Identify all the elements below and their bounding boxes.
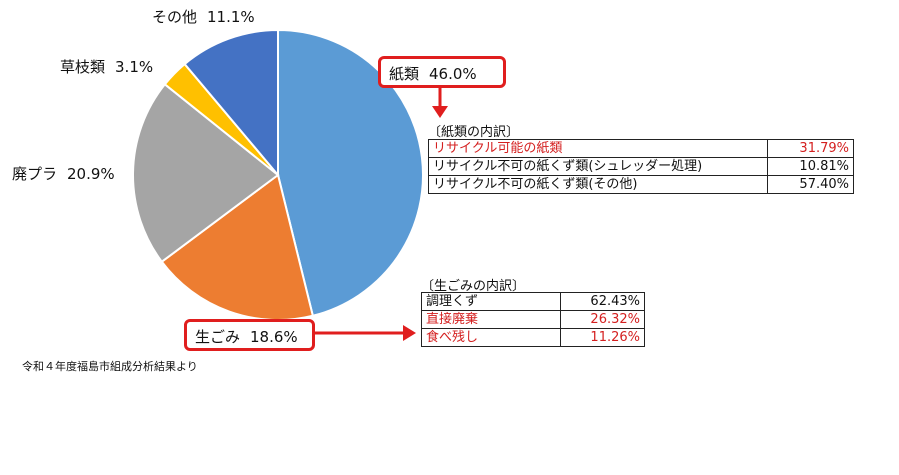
pie-slice-food: [160, 173, 315, 321]
row-value: 11.26%: [560, 328, 645, 347]
pie-slice-plastic: [132, 82, 280, 264]
row-value: 62.43%: [560, 292, 645, 311]
slice-label-other: その他 11.1%: [152, 8, 255, 26]
table-row: 食べ残し 11.26%: [421, 328, 645, 347]
row-label: リサイクル不可の紙くず類(シュレッダー処理): [428, 157, 768, 176]
source-note: 令和４年度福島市組成分析結果より: [22, 360, 198, 373]
table-row: 直接廃棄 26.32%: [421, 310, 645, 329]
food-arrow-head: [403, 325, 416, 341]
slice-label-paper: 紙類 46.0%: [378, 56, 506, 88]
pie-slice-other: [183, 28, 279, 178]
slice-label-plastic: 廃プラ 20.9%: [12, 165, 115, 183]
food-breakdown-title: 〔生ごみの内訳〕: [421, 279, 526, 294]
slice-label-food: 生ごみ 18.6%: [184, 319, 315, 351]
food-breakdown-table: 調理くず 62.43% 直接廃棄 26.32% 食べ残し 11.26%: [421, 292, 645, 347]
paper-breakdown-title: 〔紙類の内訳〕: [428, 125, 520, 140]
row-value: 10.81%: [767, 157, 854, 176]
table-row: 調理くず 62.43%: [421, 292, 645, 311]
slice-label-grass: 草枝類 3.1%: [60, 58, 154, 76]
paper-breakdown-table: リサイクル可能の紙類 31.79% リサイクル不可の紙くず類(シュレッダー処理)…: [428, 139, 854, 194]
row-label: 食べ残し: [421, 328, 561, 347]
row-value: 57.40%: [767, 175, 854, 194]
row-label: 調理くず: [421, 292, 561, 311]
table-row: リサイクル可能の紙類 31.79%: [428, 139, 854, 158]
table-row: リサイクル不可の紙くず類(シュレッダー処理) 10.81%: [428, 157, 854, 176]
paper-arrow-head: [432, 106, 448, 118]
row-label: リサイクル不可の紙くず類(その他): [428, 175, 768, 194]
row-value: 31.79%: [767, 139, 854, 158]
row-label: リサイクル可能の紙類: [428, 139, 768, 158]
row-value: 26.32%: [560, 310, 645, 329]
row-label: 直接廃棄: [421, 310, 561, 329]
pie-slice-paper: [277, 28, 424, 317]
table-row: リサイクル不可の紙くず類(その他) 57.40%: [428, 175, 854, 194]
